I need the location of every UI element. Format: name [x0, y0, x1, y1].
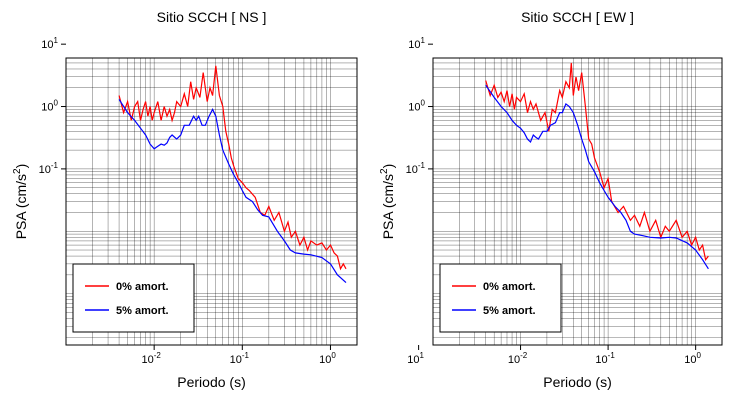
y-axis-label: PSA (cm/s2): [379, 164, 396, 240]
legend-label: 0% amort.: [116, 281, 169, 293]
y-tick-label: 101: [41, 36, 58, 51]
legend: 0% amort. 5% amort.: [72, 263, 195, 333]
x-tick-label: 10-1: [230, 351, 250, 366]
legend-box: [439, 263, 562, 333]
x-tick-label: 10-2: [508, 351, 528, 366]
legend: 0% amort. 5% amort.: [439, 263, 562, 333]
series-line-damped: [485, 84, 709, 270]
chart-title: Sitio SCCH [ NS ]: [157, 9, 267, 25]
plot-frame: [65, 57, 358, 346]
y-axis-label: PSA (cm/s2): [12, 164, 29, 240]
chart-panel-2: 10-2 10-1 100 101 10-1 100 101 Sitio SCCH [ EW …: [379, 9, 723, 390]
x-axis-label: Periodo (s): [543, 374, 611, 390]
x-tick-label: 100: [684, 351, 701, 366]
chart-panel-1: 10-2 10-1 100 101 10-1 100 101 Sitio SCCH [ NS …: [12, 9, 425, 390]
chart-title: Sitio SCCH [ EW ]: [521, 9, 634, 25]
legend-label: 5% amort.: [116, 305, 169, 317]
legend-label: 0% amort.: [483, 281, 536, 293]
y-tick-label: 100: [41, 99, 58, 114]
y-tick-label: 10-1: [406, 161, 426, 176]
x-tick-label: 10-1: [595, 351, 615, 366]
x-tick-label: 101: [407, 351, 424, 366]
legend-box: [72, 263, 195, 333]
y-tick-label: 100: [408, 99, 425, 114]
x-axis-label: Periodo (s): [177, 374, 245, 390]
legend-label: 5% amort.: [483, 305, 536, 317]
series-line-damped: [118, 99, 347, 284]
x-tick-label: 100: [319, 351, 336, 366]
series-line-undamped: [485, 62, 709, 262]
series-line-undamped: [118, 65, 347, 271]
plot-frame: [432, 57, 723, 346]
x-tick-label: 10-2: [141, 351, 161, 366]
y-tick-label: 101: [408, 36, 425, 51]
y-tick-label: 10-1: [39, 161, 59, 176]
